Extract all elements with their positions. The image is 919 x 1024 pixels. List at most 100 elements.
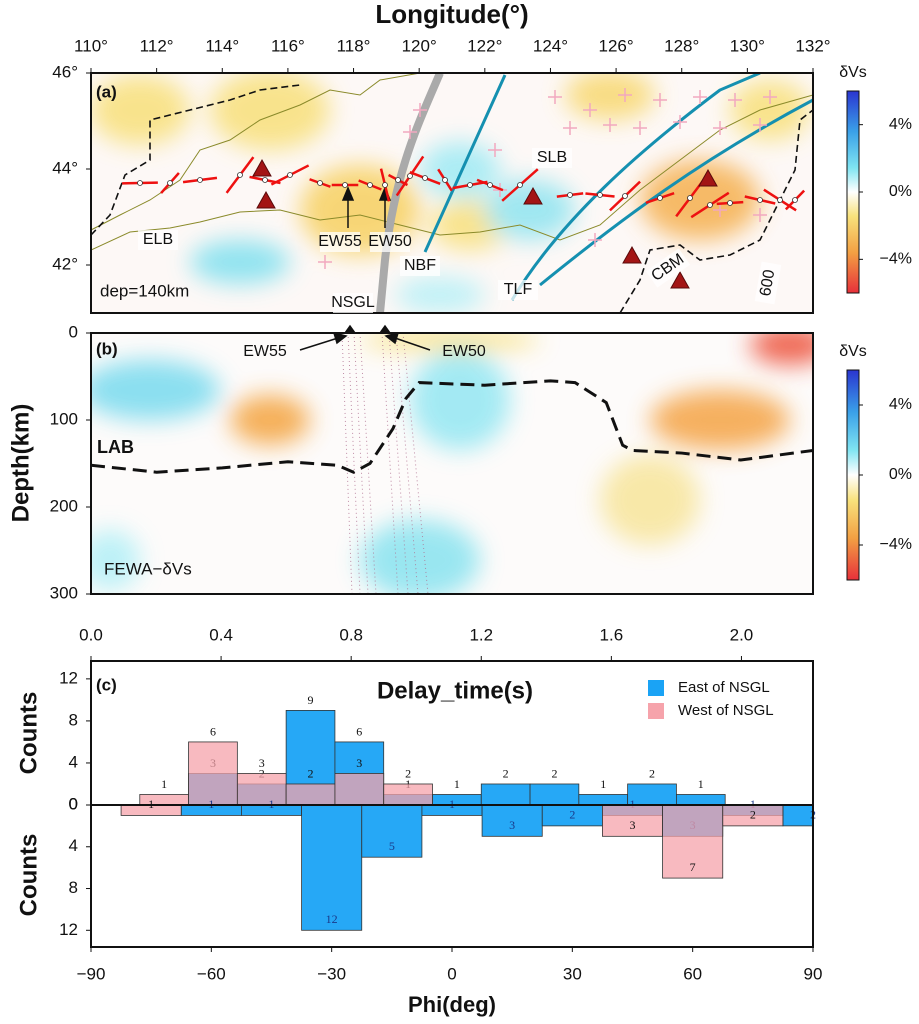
- x2-tick-label: 0.4: [209, 625, 233, 644]
- panel-label: (c): [96, 675, 117, 694]
- grid-point: [583, 103, 597, 117]
- x2-tick-label: 0.0: [79, 625, 103, 644]
- histogram-bar: [676, 794, 726, 806]
- map-features: [122, 88, 806, 289]
- legend-label: West of NSGL: [678, 702, 774, 719]
- histogram-bar: [236, 773, 287, 806]
- grid-point: [653, 93, 667, 107]
- grid-point: [488, 143, 502, 157]
- x-tick-label: 116°: [271, 36, 305, 55]
- x-axis-title: Phi(deg): [408, 992, 496, 1017]
- station: [395, 177, 401, 183]
- colorbar-tick-label: 0%: [889, 466, 912, 483]
- histogram-bar: [432, 794, 482, 806]
- bar-value-label: 2: [405, 767, 411, 781]
- x2-tick-label: 1.2: [469, 625, 493, 644]
- colorbar-tick-label: 0%: [889, 183, 912, 200]
- station: [237, 172, 243, 178]
- station: [262, 177, 268, 183]
- bar-value-label: 1: [698, 777, 704, 791]
- place-label: NSGL: [331, 294, 375, 311]
- place-label: EW55: [318, 233, 362, 250]
- y-axis-title: Counts: [15, 834, 42, 917]
- y-tick-label: 42°: [52, 254, 78, 273]
- profile-label: EW55: [243, 343, 287, 360]
- station: [567, 192, 573, 198]
- volcano: [622, 245, 642, 264]
- colorbar-label: δVs: [839, 64, 867, 81]
- grid-point: [588, 233, 602, 247]
- station: [342, 182, 348, 188]
- grid-point: [713, 203, 727, 217]
- y-tick-label: 200: [50, 496, 78, 515]
- x-tick-label: 110°: [74, 36, 108, 55]
- grid-point: [413, 103, 427, 117]
- grid-point: [713, 121, 727, 135]
- map-title: Longitude(°): [375, 0, 528, 29]
- histogram-bar: [361, 804, 423, 858]
- histogram-bar: [334, 773, 385, 806]
- station: [197, 177, 203, 183]
- x-tick-label: 128°: [664, 36, 699, 55]
- x2-tick-label: 2.0: [730, 625, 754, 644]
- grid-point: [603, 118, 617, 132]
- bar-value-label: 12: [326, 912, 338, 926]
- x-tick-label: 126°: [599, 36, 634, 55]
- grid-point: [728, 93, 742, 107]
- bar-value-label: 3: [356, 756, 362, 770]
- bar-value-label: 2: [649, 767, 655, 781]
- colorbar-tick-label: 4%: [889, 116, 912, 133]
- histogram-bar: [578, 794, 629, 806]
- volcano: [523, 186, 543, 205]
- map-background: [91, 73, 813, 313]
- legend-swatch: [648, 680, 664, 696]
- x2-tick-label: 0.8: [339, 625, 363, 644]
- y-tick-label: 44°: [52, 158, 78, 177]
- x-tick-label: 114°: [205, 36, 239, 55]
- x-tick-label: 0: [447, 964, 456, 983]
- station: [442, 177, 448, 183]
- x-tick-label: 112°: [140, 36, 174, 55]
- station: [657, 195, 663, 201]
- bar-value-label: 2: [551, 767, 557, 781]
- station: [467, 182, 473, 188]
- histogram-bar: [383, 783, 433, 806]
- volcano: [670, 270, 690, 289]
- bar-value-label: 1: [454, 777, 460, 791]
- x-tick-label: −30: [317, 964, 346, 983]
- station: [287, 172, 293, 178]
- station: [317, 180, 323, 186]
- legend-label: East of NSGL: [678, 679, 770, 696]
- histogram-bar: [139, 794, 189, 806]
- histogram-bar: [188, 741, 238, 806]
- legend-swatch: [648, 703, 664, 719]
- colorbar-label: δVs: [839, 343, 867, 360]
- bar-value-label: 2: [308, 767, 314, 781]
- station: [487, 182, 493, 188]
- panel-label: (a): [96, 82, 117, 101]
- place-label: EW50: [368, 233, 412, 250]
- y-tick-label: 12: [59, 668, 78, 687]
- x-tick-label: 60: [683, 964, 702, 983]
- x2-axis-title: Delay_time(s): [377, 677, 533, 704]
- volcano: [698, 168, 718, 187]
- bar-value-label: 3: [630, 818, 636, 832]
- x-tick-label: 120°: [402, 36, 437, 55]
- bar-value-label: 7: [690, 860, 696, 874]
- place-label: 600: [757, 268, 778, 297]
- y-axis-title: Depth(km): [7, 404, 34, 523]
- lab-line: [91, 379, 813, 474]
- series-label: LAB: [97, 437, 134, 457]
- station: [707, 202, 713, 208]
- section-background: [91, 333, 813, 594]
- volcano: [256, 190, 276, 209]
- place-label-bg: [370, 232, 410, 252]
- station: [757, 197, 763, 203]
- station: [777, 197, 783, 203]
- grid-point: [548, 90, 562, 104]
- x-tick-label: 30: [563, 964, 582, 983]
- x-tick-label: 118°: [337, 36, 371, 55]
- colorbar-tick-label: −4%: [880, 536, 912, 553]
- histogram-bar: [529, 783, 580, 806]
